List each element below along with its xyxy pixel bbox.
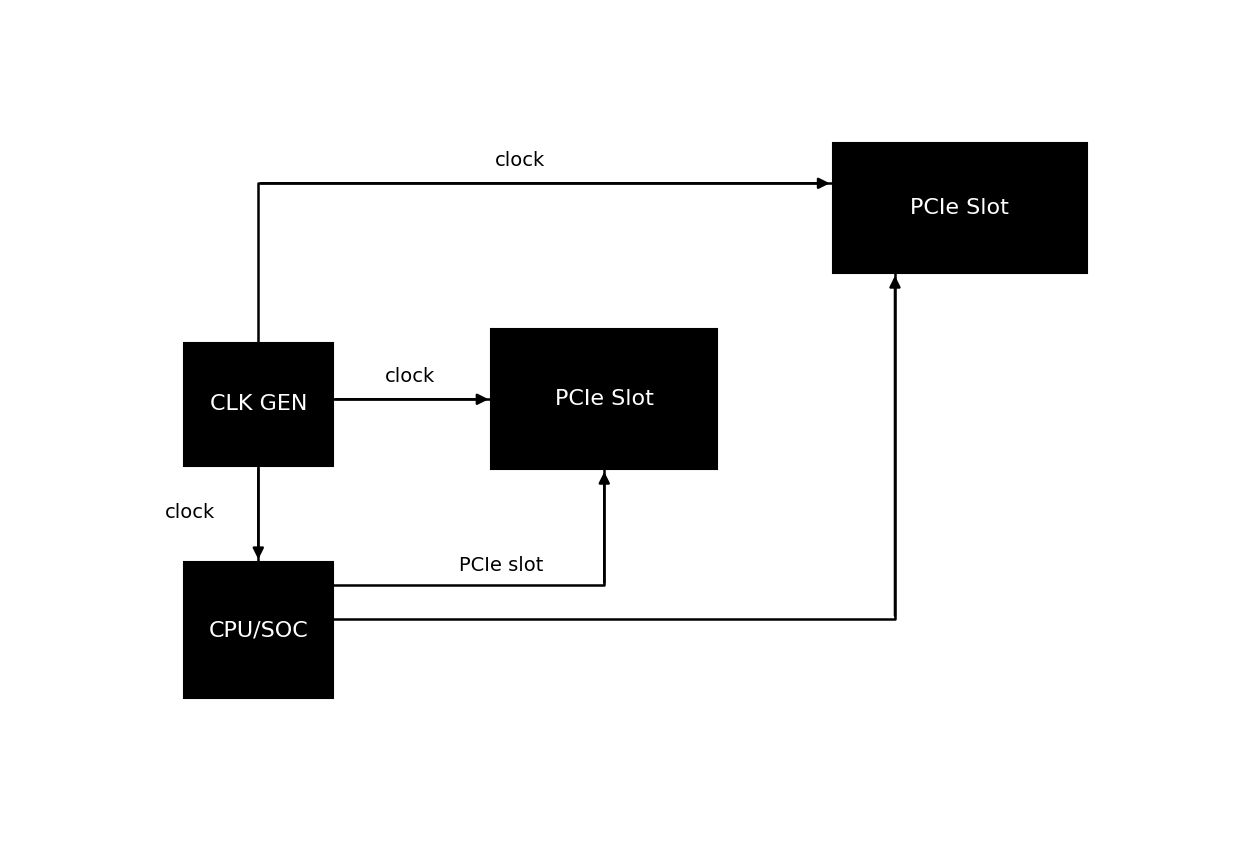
Text: PCIe slot: PCIe slot bbox=[459, 556, 543, 575]
Bar bbox=[184, 562, 332, 698]
Text: clock: clock bbox=[495, 150, 546, 169]
Bar bbox=[832, 143, 1087, 273]
Bar bbox=[184, 343, 332, 466]
Text: clock: clock bbox=[384, 367, 435, 386]
Text: PCIe Slot: PCIe Slot bbox=[554, 389, 653, 409]
Text: CLK GEN: CLK GEN bbox=[210, 394, 308, 414]
Text: CPU/SOC: CPU/SOC bbox=[208, 620, 309, 640]
Text: PCIe Slot: PCIe Slot bbox=[910, 198, 1009, 218]
Text: clock: clock bbox=[165, 503, 215, 522]
Bar bbox=[491, 330, 717, 469]
